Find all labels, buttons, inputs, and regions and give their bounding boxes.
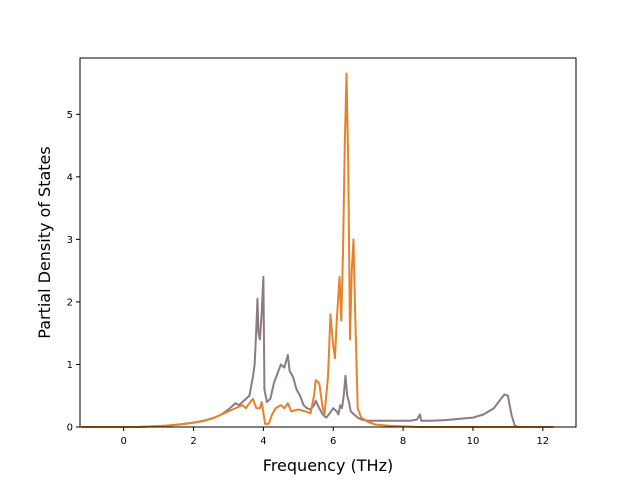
x-tick-label: 0 xyxy=(120,436,126,447)
x-axis-label: Frequency (THz) xyxy=(263,456,393,475)
y-tick-label: 4 xyxy=(67,172,73,183)
x-tick-label: 10 xyxy=(467,436,480,447)
y-axis-ticks: 0 1 2 3 4 5 xyxy=(67,110,80,434)
x-tick-label: 2 xyxy=(190,436,196,447)
x-tick-label: 6 xyxy=(330,436,336,447)
x-tick-label: 12 xyxy=(536,436,549,447)
plot-frame xyxy=(79,57,577,428)
y-tick-label: 3 xyxy=(67,235,73,246)
x-tick-label: 8 xyxy=(400,436,406,447)
x-axis-ticks: 0 2 4 6 8 10 12 xyxy=(120,427,549,447)
y-tick-label: 1 xyxy=(67,360,73,371)
y-tick-label: 2 xyxy=(67,297,73,308)
x-tick-label: 4 xyxy=(260,436,266,447)
series-layer xyxy=(81,72,554,428)
series-line-2 xyxy=(81,72,554,428)
y-tick-label: 5 xyxy=(67,110,73,121)
y-axis-label: Partial Density of States xyxy=(35,146,54,338)
y-tick-label: 0 xyxy=(67,423,73,434)
